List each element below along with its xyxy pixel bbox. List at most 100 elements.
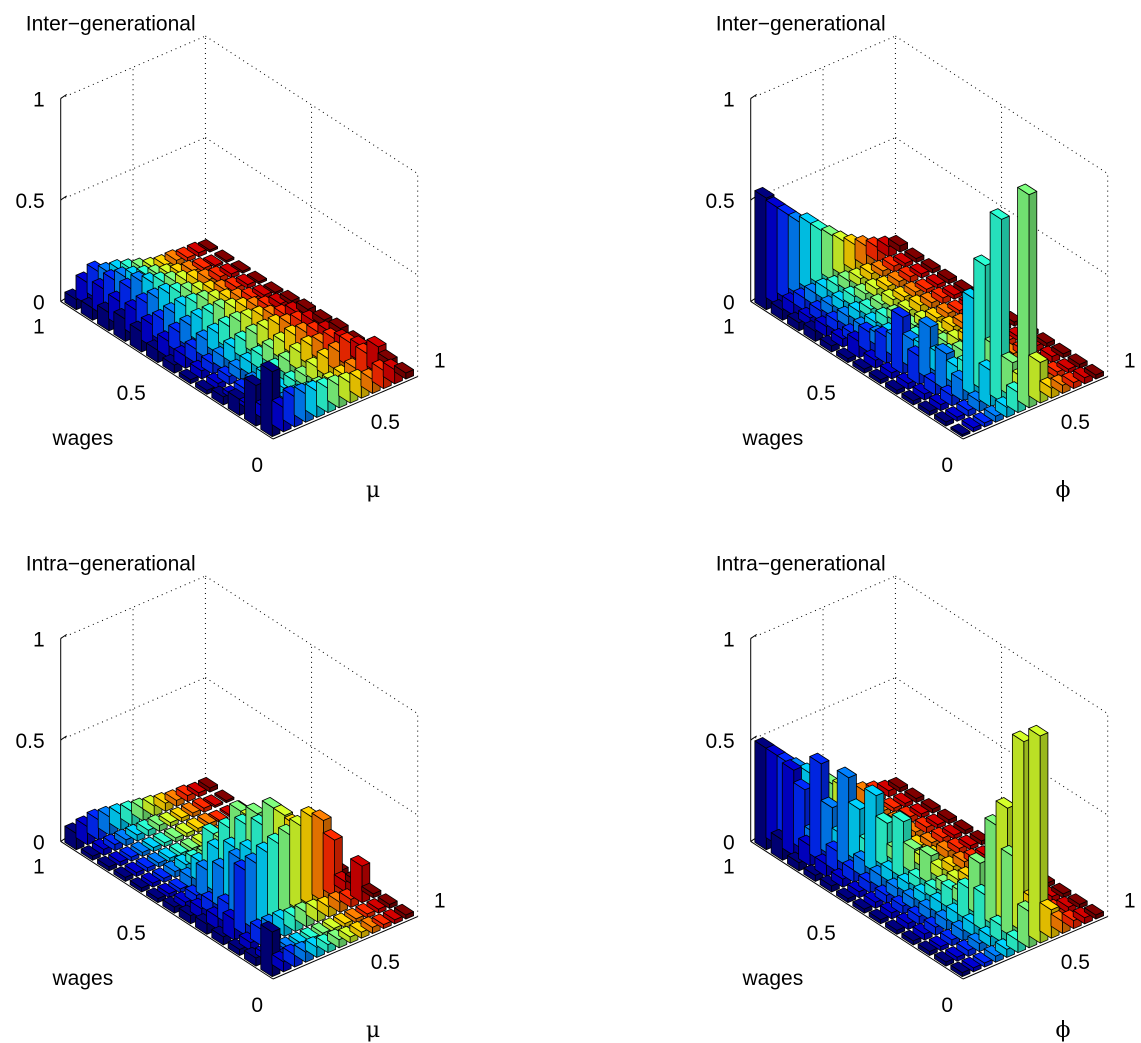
bar (355, 902, 376, 919)
bar (350, 855, 371, 904)
bar (885, 919, 906, 935)
param-axis-line (962, 376, 1108, 440)
bar (904, 247, 925, 264)
x-tick-label: 0.5 (371, 951, 400, 974)
bar (972, 951, 993, 968)
x-tick-label: 1 (434, 350, 446, 373)
bar (260, 920, 281, 978)
chart-title: Inter−generational (26, 12, 196, 35)
bar (186, 241, 207, 258)
param-axis-label: ϕ (1056, 478, 1071, 503)
bar (1083, 363, 1104, 380)
front-axes (60, 301, 418, 440)
bar (162, 895, 183, 914)
x-tick-label: 1 (1124, 890, 1136, 913)
grid-line (895, 35, 1108, 175)
bar (136, 819, 157, 837)
bar (887, 776, 909, 793)
bar (882, 797, 903, 813)
y-tick-label: 1 (33, 855, 45, 878)
bar (1067, 353, 1088, 369)
z-tick-label: 0.5 (16, 190, 45, 213)
bar (377, 893, 398, 909)
x-tick-label: 1 (434, 890, 446, 913)
bar (920, 258, 941, 274)
bar (893, 792, 914, 808)
bar (914, 278, 935, 294)
bar (1067, 893, 1088, 909)
bar (936, 268, 958, 285)
bar (870, 259, 891, 278)
param-axis-line (962, 916, 1108, 980)
bar (230, 260, 251, 274)
z-tick-mark (60, 94, 67, 99)
bar (344, 907, 365, 924)
x-tick-label: 1 (1124, 350, 1136, 373)
chart-title: Inter−generational (716, 12, 886, 35)
y-tick-label: 0 (251, 454, 263, 477)
wages-axis-label: wages (742, 427, 804, 450)
grid-walls (750, 575, 1109, 917)
y-tick-label: 0 (251, 994, 263, 1017)
bar (893, 252, 914, 268)
grid-line (895, 575, 1108, 715)
bar (1072, 906, 1093, 925)
bar (338, 925, 359, 944)
param-axis-label: μ (366, 1018, 380, 1043)
y-tick-label: 0 (941, 994, 953, 1017)
z-tick-label: 0.5 (706, 190, 735, 213)
bar (803, 864, 824, 882)
bar (125, 823, 146, 842)
bar (197, 238, 219, 253)
bar (961, 956, 982, 973)
bar (920, 798, 941, 814)
bars (64, 776, 414, 978)
grid-line (205, 575, 418, 715)
bar (1061, 371, 1082, 390)
bar (885, 379, 906, 395)
z-tick-label: 1 (723, 88, 735, 111)
wages-axis-label: wages (52, 427, 114, 450)
bar (197, 776, 219, 793)
y-tick-label: 1 (723, 855, 735, 878)
bar (135, 856, 156, 873)
bar (953, 819, 974, 835)
bars (64, 238, 414, 438)
bar (1028, 724, 1049, 944)
z-tick-label: 0 (33, 831, 45, 854)
panel-3: Intra−generational 0 0.5 1 1 0.5 0 0.5 1 wages μ (16, 552, 446, 1043)
bar (152, 867, 173, 883)
bar (887, 234, 909, 253)
bar (235, 273, 256, 290)
bar (163, 860, 184, 879)
bar (227, 938, 248, 956)
bar (909, 262, 930, 279)
panel-1: Inter−generational 0 0.5 1 1 0.5 0 0.5 1 wages μ (16, 12, 446, 503)
bar (164, 789, 185, 807)
bar (366, 898, 387, 914)
bar (836, 347, 857, 364)
param-axis-label: ϕ (1056, 1018, 1071, 1043)
chart-title: Intra−generational (716, 552, 886, 575)
bar (868, 368, 889, 385)
bar (214, 249, 235, 264)
y-tick-label: 0.5 (117, 382, 146, 405)
bar (901, 389, 922, 406)
bar (898, 265, 919, 284)
bar (936, 808, 958, 825)
grid-line (895, 137, 1108, 276)
bar (219, 262, 240, 279)
bar (1028, 351, 1049, 404)
bar (80, 845, 101, 861)
grid-line (750, 575, 896, 639)
grid-line (750, 35, 896, 99)
grid-line (205, 677, 418, 816)
front-axes (750, 301, 1108, 440)
grid-line (205, 35, 418, 175)
bar (945, 946, 966, 962)
bar (333, 912, 354, 929)
bar (147, 814, 168, 832)
bar (1040, 345, 1061, 364)
bars (754, 724, 1104, 978)
bar (163, 826, 184, 843)
